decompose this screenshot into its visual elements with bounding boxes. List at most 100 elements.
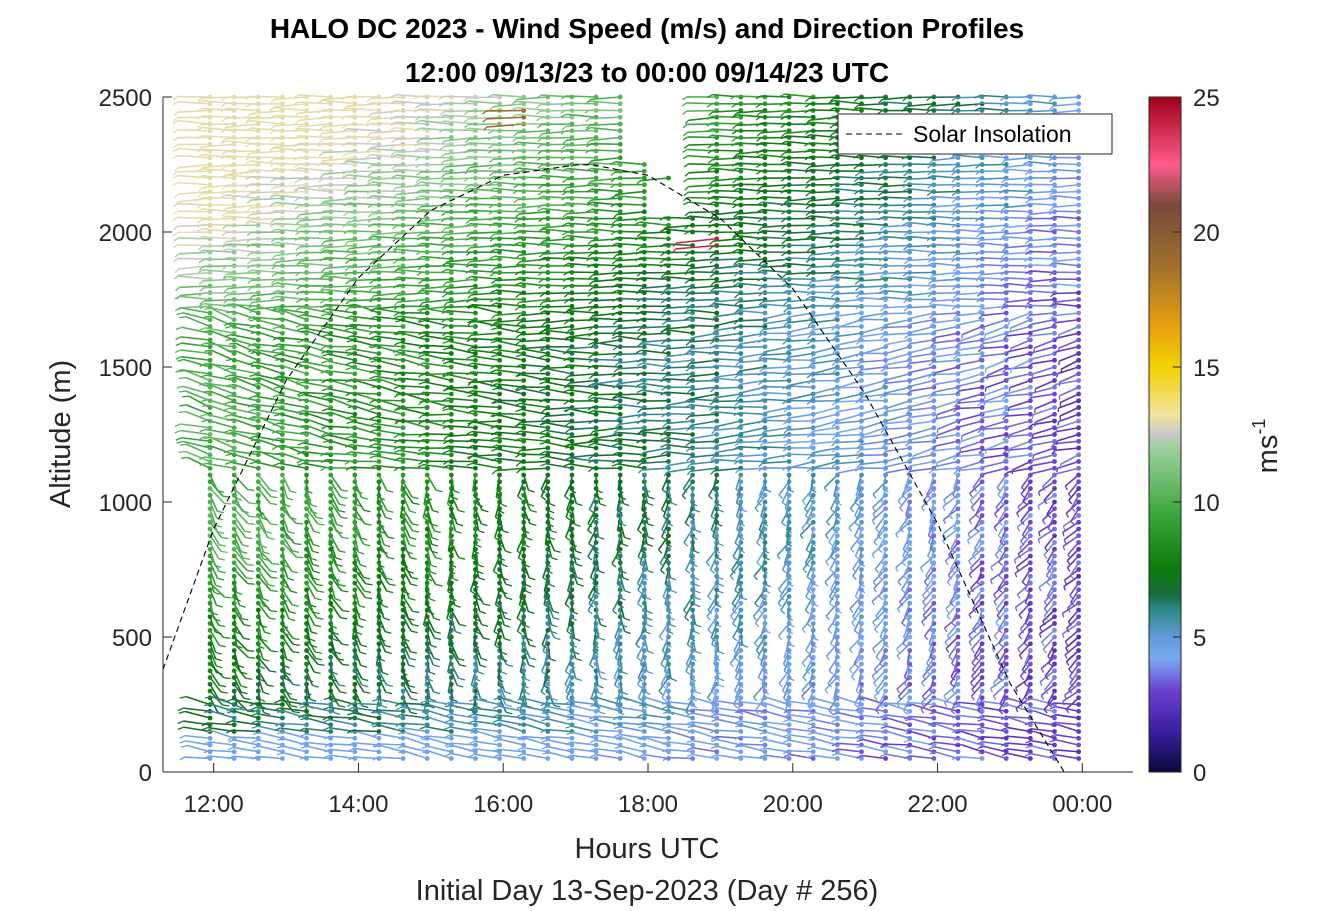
wind-barb-shaft — [281, 569, 285, 586]
wind-barb-flag — [204, 307, 212, 310]
wind-barb — [207, 587, 223, 608]
wind-barb-shaft — [250, 156, 283, 159]
wind-barb-shaft — [352, 702, 379, 706]
wind-barb-shaft — [209, 515, 219, 533]
wind-barb-flag — [216, 665, 223, 669]
wind-barb-dot — [207, 526, 213, 532]
wind-barb-dot — [376, 573, 382, 579]
wind-barb-flag — [175, 437, 182, 441]
wind-barb — [207, 654, 223, 675]
wind-barb-dot — [328, 654, 334, 660]
wind-barb-dot — [231, 722, 237, 728]
wind-barb-flag — [247, 569, 255, 573]
wind-barb-dot — [280, 330, 285, 336]
wind-barb-flag — [216, 517, 224, 521]
wind-barb-dot — [255, 580, 261, 586]
wind-barb-dot — [497, 452, 502, 458]
wind-barb-dot — [376, 472, 382, 478]
wind-barb-dot — [207, 438, 213, 444]
wind-barb-flag — [252, 383, 260, 386]
wind-barb-dot — [473, 465, 478, 471]
wind-barb-dot — [400, 708, 406, 714]
wind-barb-dot — [207, 668, 213, 674]
wind-barb-flag — [218, 557, 226, 561]
wind-barb-dot — [497, 459, 502, 464]
wind-barb-flag — [203, 755, 210, 760]
wind-barb-shaft — [227, 298, 259, 301]
wind-barb-dot — [207, 715, 213, 721]
wind-barb — [172, 101, 213, 107]
wind-barb-shaft — [397, 237, 428, 240]
wind-barb-shaft — [184, 734, 211, 740]
wind-barb-flag — [172, 95, 179, 101]
wind-barb-flag — [228, 342, 236, 345]
wind-barb — [175, 355, 213, 363]
wind-barb — [172, 181, 213, 188]
wind-barb-shaft — [396, 216, 428, 220]
wind-barb-flag — [173, 171, 179, 176]
wind-barb-dot — [231, 715, 237, 721]
wind-barb-flag — [215, 658, 222, 662]
wind-barb-shaft — [275, 217, 307, 221]
wind-barb-dot — [280, 634, 285, 640]
wind-barb-flag — [217, 531, 225, 535]
wind-barb-flag — [203, 741, 210, 745]
wind-barb-dot — [207, 688, 213, 694]
wind-barb-flag — [270, 610, 278, 613]
wind-barb-dot — [280, 546, 285, 552]
wind-barb-flag — [214, 618, 221, 622]
wind-barb-flag — [179, 740, 186, 744]
wind-barb-dot — [207, 735, 213, 741]
wind-barb-flag — [175, 342, 182, 347]
wind-barb-flag — [221, 536, 229, 540]
wind-barb-dot — [280, 378, 285, 383]
wind-barb-flag — [173, 225, 179, 230]
wind-barb-shaft — [251, 251, 283, 254]
wind-barb-shaft — [300, 251, 331, 254]
wind-barb-dot — [207, 229, 213, 235]
wind-barb-shaft — [212, 730, 235, 740]
wind-barb-shaft — [182, 312, 211, 321]
wind-barb-flag — [176, 312, 183, 316]
wind-barb-dot — [424, 425, 430, 431]
wind-barb-flag — [219, 684, 227, 688]
wind-barb-dot — [280, 432, 285, 437]
wind-barb-dot — [231, 573, 237, 579]
wind-barb-shaft — [422, 413, 452, 416]
wind-barb-shaft — [209, 569, 217, 586]
wind-barb-flag — [220, 691, 228, 694]
wind-barb-dot — [328, 506, 334, 512]
wind-barb-dot — [304, 614, 309, 620]
wind-barb-dot — [473, 425, 478, 431]
wind-barb-shaft — [445, 237, 476, 241]
wind-barb-shaft — [209, 622, 225, 639]
wind-barb-dot — [304, 189, 309, 194]
wind-barb-dot — [497, 371, 502, 377]
wind-barb-dot — [207, 425, 213, 431]
wind-barb-flag — [172, 210, 179, 215]
wind-barb-dot — [497, 742, 502, 748]
wind-barb-dot — [304, 749, 309, 755]
wind-barb-flag — [172, 137, 179, 142]
wind-barb-shaft — [178, 197, 211, 203]
wind-barb — [179, 734, 213, 741]
wind-barb-shaft — [209, 589, 218, 606]
wind-barb-dot — [448, 391, 454, 397]
wind-barb-dot — [400, 425, 406, 431]
wind-barb-dot — [280, 472, 285, 478]
wind-barb-dot — [231, 553, 237, 559]
wind-barb-dot — [352, 587, 358, 593]
wind-barb-flag — [215, 671, 223, 675]
wind-barb-dot — [280, 702, 285, 707]
wind-barb-dot — [328, 492, 334, 498]
wind-barb-flag — [172, 244, 179, 249]
wind-barb-shaft — [372, 217, 404, 220]
wind-barb-dot — [207, 634, 213, 640]
wind-barb-dot — [231, 560, 237, 566]
wind-barb-dot — [448, 378, 454, 383]
wind-barb — [173, 229, 213, 237]
wind-barb-flag — [213, 591, 221, 595]
wind-barb-shaft — [445, 244, 476, 248]
wind-barb-flag — [177, 358, 185, 362]
